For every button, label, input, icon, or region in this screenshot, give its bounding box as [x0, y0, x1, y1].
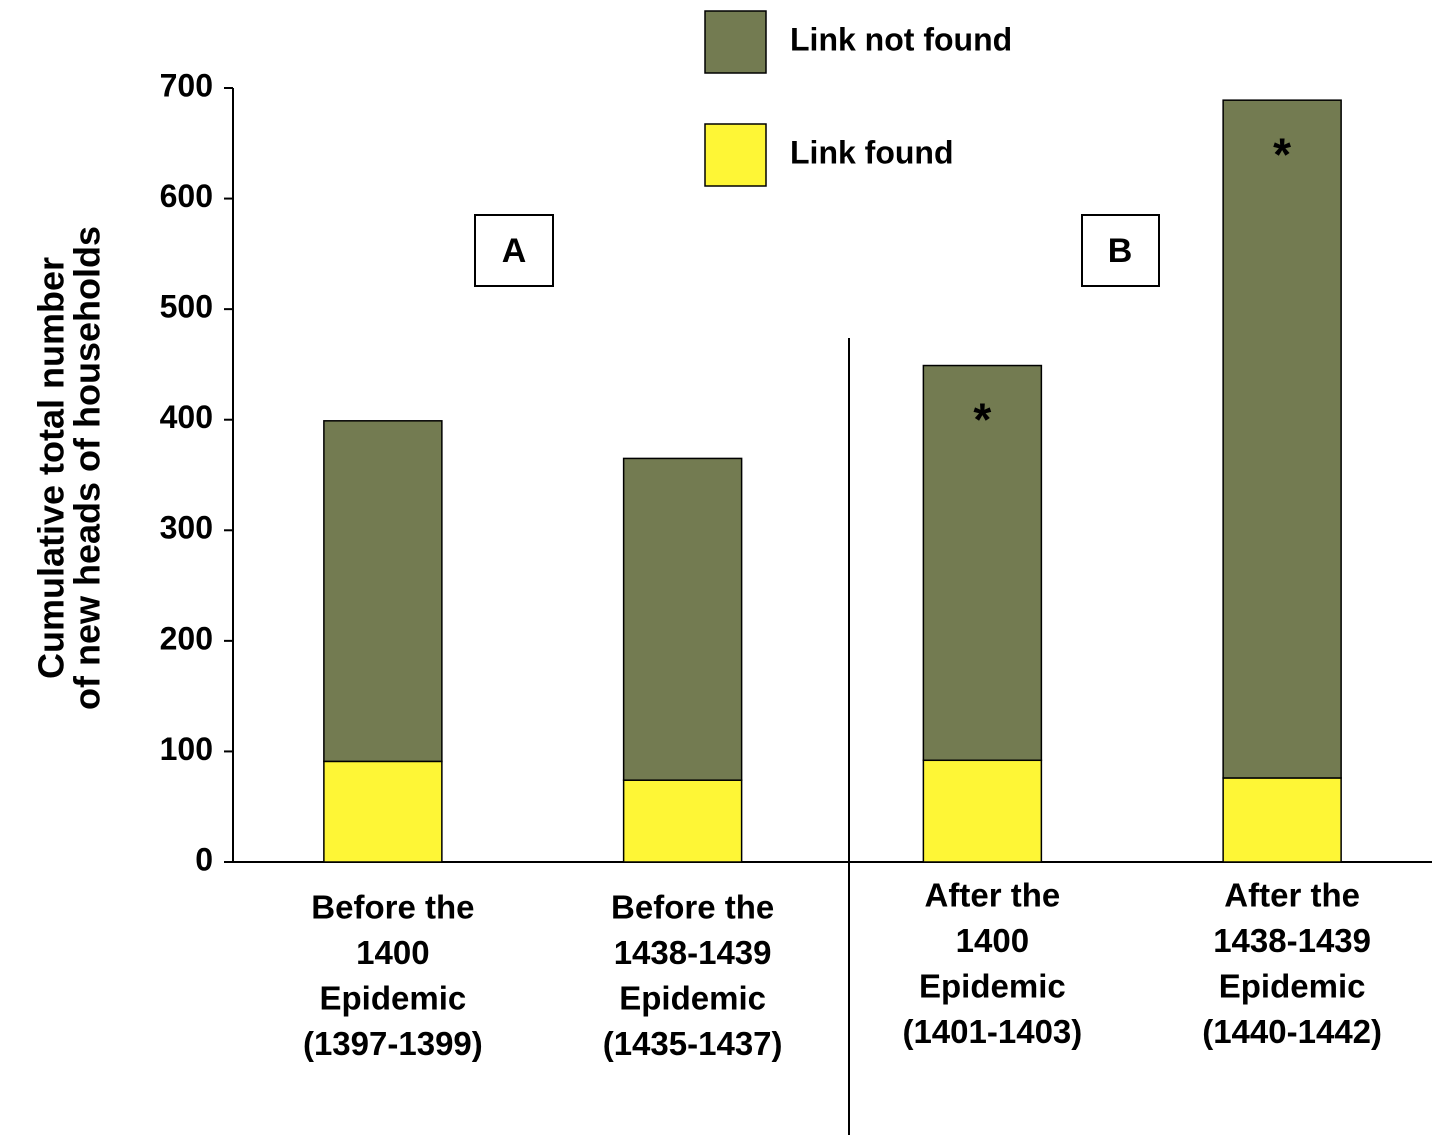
bar-segment — [922, 759, 1043, 863]
x-tick-label: Epidemic — [919, 968, 1066, 1005]
bar-segment — [323, 760, 443, 863]
bar-segment — [922, 364, 1043, 762]
y-tick-label: 0 — [195, 841, 213, 877]
y-tick-label: 400 — [160, 399, 213, 435]
y-tick-label: 500 — [160, 289, 213, 325]
bar-segment — [622, 779, 743, 863]
y-tick-label: 200 — [160, 620, 213, 656]
x-tick-label: After the — [925, 877, 1061, 914]
bar-segment — [622, 457, 743, 781]
panel-box — [474, 214, 554, 287]
bar-segment — [1222, 99, 1342, 779]
legend-swatch — [704, 123, 767, 187]
y-axis-title: Cumulative total number of new heads of … — [31, 226, 108, 710]
x-tick-label: After the — [1224, 877, 1360, 914]
x-tick-label: Epidemic — [320, 980, 467, 1017]
x-tick-label: Before the — [611, 889, 774, 926]
legend-swatch — [704, 10, 767, 74]
significance-marker: * — [973, 394, 991, 446]
x-tick-label: (1397-1399) — [303, 1025, 483, 1062]
x-tick-label: 1400 — [956, 922, 1029, 959]
x-tick-label: (1435-1437) — [603, 1025, 783, 1062]
x-tick-label: Epidemic — [619, 980, 766, 1017]
x-tick-label: Epidemic — [1219, 968, 1366, 1005]
y-tick-label: 700 — [160, 67, 213, 103]
significance-marker: * — [1273, 128, 1291, 180]
y-axis-title-line: Cumulative total number — [31, 257, 72, 679]
y-tick-label: 300 — [160, 510, 213, 546]
y-tick-label: 100 — [160, 731, 213, 767]
x-tick-label: (1401-1403) — [902, 1013, 1082, 1050]
y-tick-label: 600 — [160, 178, 213, 214]
legend-label: Link not found — [790, 21, 1012, 57]
y-axis-title-line: of new heads of households — [67, 226, 108, 710]
legend-label: Link found — [790, 134, 954, 170]
x-tick-label: 1400 — [356, 934, 429, 971]
x-tick-label: 1438-1439 — [614, 934, 772, 971]
panel-box — [1081, 214, 1160, 287]
x-tick-label: 1438-1439 — [1213, 922, 1371, 959]
panel-label: A — [502, 232, 527, 270]
x-tick-label: Before the — [311, 889, 474, 926]
panel-label: B — [1108, 232, 1133, 270]
x-tick-label: (1440-1442) — [1202, 1013, 1382, 1050]
bar-segment — [1222, 777, 1342, 863]
bar-segment — [323, 420, 443, 763]
